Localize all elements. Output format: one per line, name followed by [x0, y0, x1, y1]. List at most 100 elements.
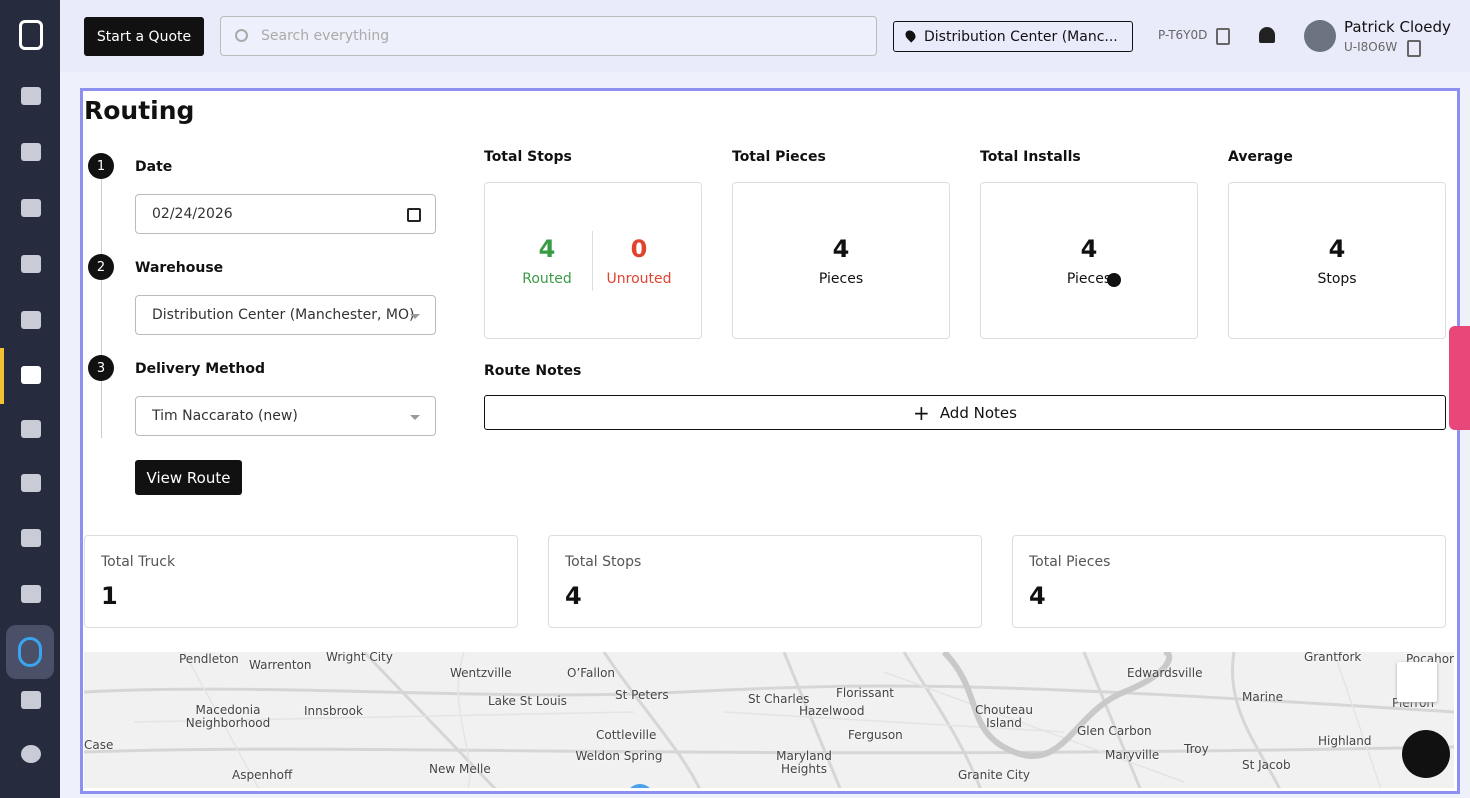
copy-icon[interactable]	[1216, 28, 1230, 45]
map-label: Cottleville	[596, 728, 656, 742]
code: P-T6Y0D	[1158, 28, 1207, 42]
add-notes-text: Add Notes	[940, 404, 1017, 422]
step-label: Warehouse	[135, 260, 223, 276]
logo	[19, 20, 43, 50]
chat-button[interactable]	[1402, 730, 1450, 778]
summary-label: Total Stops	[565, 554, 641, 570]
map-label: Edwardsville	[1127, 666, 1202, 680]
step-line	[101, 178, 102, 438]
map-label: Innsbrook	[304, 704, 363, 718]
copy-icon[interactable]	[1407, 40, 1421, 57]
input-icon[interactable]	[410, 314, 420, 324]
map-label: Ferguson	[848, 728, 903, 742]
nav-reports[interactable]	[21, 585, 41, 603]
card-title: Total Pieces	[732, 149, 826, 165]
map-label: Maryland Heights	[760, 750, 848, 776]
stat-value: 4	[733, 235, 949, 263]
add-notes-button[interactable]: +Add Notes	[484, 395, 1446, 430]
nav-documents[interactable]	[21, 529, 41, 547]
map-label: Pendleton	[179, 652, 239, 666]
map-label: Florissant	[836, 686, 894, 700]
location-select[interactable]: Distribution Center (Manc...	[893, 21, 1133, 52]
avatar[interactable]	[1304, 20, 1336, 52]
step-label: Date	[135, 159, 172, 175]
stat-unit: Pieces	[733, 271, 949, 287]
info-icon[interactable]	[1107, 273, 1121, 287]
route-notes-label: Route Notes	[484, 363, 581, 379]
card-title: Total Stops	[484, 149, 572, 165]
nav-quotes[interactable]	[21, 87, 41, 105]
summary-value: 4	[565, 582, 582, 610]
nav-settings[interactable]	[21, 745, 41, 763]
summary-value: 4	[1029, 582, 1046, 610]
input-icon[interactable]	[407, 208, 421, 222]
quote-button[interactable]: Start a Quote	[84, 17, 204, 56]
map-label: Chouteau Island	[960, 704, 1048, 730]
page-title: Routing	[84, 96, 194, 125]
date-input[interactable]: 02/24/2026	[135, 194, 436, 234]
map-label: Glen Carbon	[1077, 724, 1152, 738]
summary-card: Total Pieces 4	[1012, 535, 1446, 628]
map-label: St Jacob	[1242, 758, 1291, 772]
map-label: Troy	[1184, 742, 1209, 756]
bell-icon[interactable]	[1259, 27, 1275, 43]
card-title: Average	[1228, 149, 1293, 165]
map-label: Hazelwood	[799, 704, 865, 718]
nav-plugins[interactable]	[21, 691, 41, 709]
view-route-button[interactable]: View Route	[135, 460, 242, 495]
step-number: 2	[88, 254, 114, 280]
active-indicator	[0, 348, 4, 404]
step-label: Delivery Method	[135, 361, 265, 377]
search-placeholder: Search everything	[261, 28, 389, 44]
nav-customers[interactable]	[21, 199, 41, 217]
map-label: Highland	[1318, 734, 1372, 748]
map-label: Marine	[1242, 690, 1283, 704]
nav-routing[interactable]	[21, 366, 41, 384]
map-label: Wright City	[326, 652, 393, 664]
map-label: Case	[84, 738, 113, 752]
nav-delivery[interactable]	[21, 311, 41, 329]
map-label: New Melle	[429, 762, 491, 776]
unrouted-value: 0	[585, 235, 693, 263]
stat-value: 4	[981, 235, 1197, 263]
feedback-tab[interactable]	[1449, 326, 1470, 430]
sidebar	[0, 0, 60, 798]
summary-card: Total Truck1	[84, 535, 518, 628]
summary-label: Total Pieces	[1029, 554, 1110, 570]
stat-unit: Stops	[1229, 271, 1445, 287]
select[interactable]: Distribution Center (Manchester, MO)	[135, 295, 436, 335]
map-label: O’Fallon	[567, 666, 615, 680]
fullscreen-button[interactable]	[1397, 662, 1437, 702]
nav-orders[interactable]	[21, 143, 41, 161]
user-id: U-I8O6W	[1344, 40, 1397, 54]
stat-card: 4 Pieces	[732, 182, 950, 339]
unrouted-label: Unrouted	[585, 271, 693, 287]
nav-inventory[interactable]	[21, 420, 41, 438]
nav-products[interactable]	[21, 474, 41, 492]
input-icon[interactable]	[410, 415, 420, 425]
map-label: Macedonia Neighborhood	[184, 704, 272, 730]
stat-card: 4 Stops	[1228, 182, 1446, 339]
summary-label: Total Truck	[101, 554, 175, 570]
map-label: Aspenhoff	[232, 768, 292, 782]
stat-value: 4	[1229, 235, 1445, 263]
step-number: 1	[88, 153, 114, 179]
stat-card: 4 Pieces	[980, 182, 1198, 339]
nav-files[interactable]	[21, 255, 41, 273]
map-label: Wentzville	[450, 666, 512, 680]
search[interactable]: Search everything	[220, 16, 877, 56]
user-name: Patrick Cloedy	[1344, 18, 1451, 36]
map-label: Warrenton	[249, 658, 311, 672]
map-label: Grantfork	[1304, 652, 1361, 664]
map-label: Lake St Louis	[488, 694, 567, 708]
select[interactable]: Tim Naccarato (new)	[135, 396, 436, 436]
summary-card: Total Stops 4	[548, 535, 982, 628]
stops-card: 4 Routed 0 Unrouted	[484, 182, 702, 339]
stat-unit: Pieces	[981, 271, 1197, 287]
step-number: 3	[88, 355, 114, 381]
map-label: St Peters	[615, 688, 669, 702]
search-icon	[235, 29, 248, 42]
nav-integration[interactable]	[6, 625, 54, 679]
map[interactable]: Pendleton Warrenton Wright City Wentzville O…	[84, 652, 1454, 788]
